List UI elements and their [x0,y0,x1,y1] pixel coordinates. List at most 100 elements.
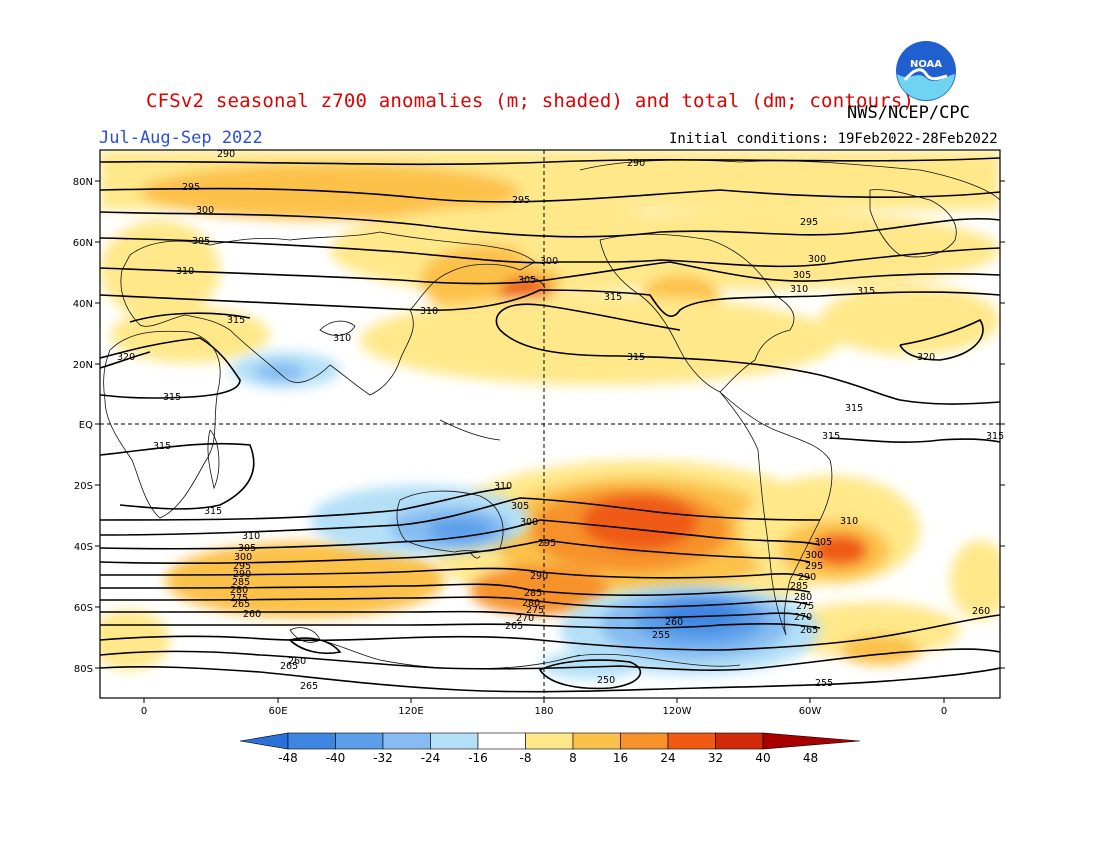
contour-label: 275 [796,601,814,612]
lat-label: 80N [73,177,93,188]
lon-label: 60E [268,706,287,717]
contour-label: 300 [520,517,538,528]
colorbar-label: 24 [660,751,675,765]
contour-label: 300 [234,552,252,563]
contour-label: 260 [665,617,683,628]
contour-label: 310 [176,266,194,277]
contour-label: 275 [526,605,544,616]
colorbar-swatch [572,732,621,750]
contour-label: 305 [814,537,832,548]
contour-label: 310 [494,481,512,492]
colorbar-label: 40 [755,751,770,765]
lon-label: 180 [534,706,553,717]
colorbar-swatch [287,732,336,750]
contour-label: 280 [522,598,540,609]
contour-label: 315 [857,286,875,297]
contour-label: 290 [798,572,816,583]
coastlines [103,159,1000,670]
contour-label: 270 [516,613,534,624]
lat-label: EQ [79,420,93,431]
height-contours [100,157,1000,693]
colorbar-label: 8 [569,751,577,765]
contour-label: 285 [524,588,542,599]
colorbar-swatch [335,732,384,750]
colorbar-label: -8 [520,751,532,765]
contour-label: 280 [230,585,248,596]
contour-labels: 290 290 295 295 295 300 300 300 305 305 … [117,149,1004,692]
contour-label: 315 [627,352,645,363]
lon-label: 0 [941,706,947,717]
contour-label: 255 [652,630,670,641]
contour-label: 290 [217,149,235,160]
noaa-logo: NOAA [896,41,956,101]
contour-label: 305 [238,543,256,554]
contour-label: 290 [233,569,251,580]
colorbar-arrow-low [239,732,289,750]
contour-label: 305 [511,501,529,512]
contour-label: 265 [280,661,298,672]
contour-label: 315 [227,315,245,326]
initial-conditions-label: Initial conditions: 19Feb2022-28Feb2022 [669,131,998,147]
contour-label: 270 [794,612,812,623]
latitude-axis [95,180,1005,669]
colorbar-label: -40 [326,751,346,765]
contour-label: 305 [793,270,811,281]
colorbar-label: 16 [613,751,628,765]
contour-label: 315 [163,392,181,403]
contour-label: 315 [604,292,622,303]
lat-label: 40S [74,542,93,553]
colorbar-swatch [382,732,431,750]
contour-label: 300 [196,205,214,216]
contour-label: 310 [333,333,351,344]
contour-label: 310 [840,516,858,527]
contour-label: 300 [805,550,823,561]
contour-label: 295 [182,182,200,193]
colorbar-swatch [525,732,574,750]
contour-label: 310 [790,284,808,295]
colorbar-label: -48 [278,751,298,765]
season-label: Jul-Aug-Sep 2022 [99,128,263,148]
latitude-labels: 80N 60N 40N 20N EQ 20S 40S 60S 80S [73,177,93,675]
contour-label: 285 [790,581,808,592]
contour-label: 315 [204,506,222,517]
colorbar-swatch [477,732,526,750]
colorbar-swatch [667,732,716,750]
contour-label: 255 [815,678,833,689]
contour-label: 315 [153,441,171,452]
colorbar-swatch [620,732,669,750]
contour-label: 260 [243,609,261,620]
longitude-axis [143,698,945,703]
contour-label: 290 [530,571,548,582]
contour-label: 305 [192,236,210,247]
page-title: CFSv2 seasonal z700 anomalies (m; shaded… [146,90,915,112]
lon-label: 120E [398,706,423,717]
contour-label: 260 [288,656,306,667]
contour-label: 315 [822,431,840,442]
contour-label: 250 [597,675,615,686]
contour-label: 315 [845,403,863,414]
contour-label: 295 [538,538,556,549]
colorbar-arrow-high [762,732,861,750]
contour-label: 265 [232,599,250,610]
logo-text: NOAA [910,59,942,70]
colorbar-label: 48 [803,751,818,765]
contour-label: 265 [300,681,318,692]
contour-label: 300 [808,254,826,265]
agency-label: NWS/NCEP/CPC [847,103,970,123]
contour-label: 310 [420,306,438,317]
contour-label: 320 [117,352,135,363]
contour-label: 305 [518,275,536,286]
reference-lines [100,150,1000,698]
lat-label: 80S [74,664,93,675]
lat-label: 60N [73,238,93,249]
lon-label: 60W [799,706,822,717]
contour-label: 260 [972,606,990,617]
contour-label: 300 [540,256,558,267]
lon-label: 120W [663,706,692,717]
lat-label: 60S [74,603,93,614]
contour-label: 275 [230,593,248,604]
contour-label: 315 [986,431,1004,442]
contour-label: 295 [512,195,530,206]
contour-label: 290 [627,158,645,169]
